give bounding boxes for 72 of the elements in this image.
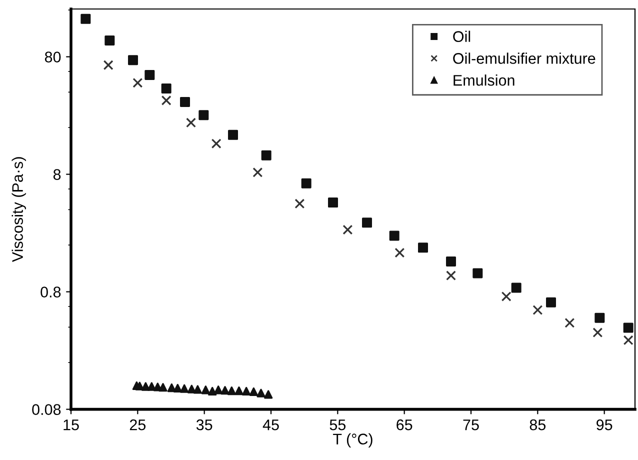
point: [161, 83, 172, 94]
point: [249, 387, 258, 396]
point: [187, 384, 196, 394]
legend-label: Oil: [453, 30, 470, 42]
point: [623, 322, 634, 333]
x-tick-label: 95: [596, 419, 612, 430]
point: [446, 256, 456, 266]
point: [546, 297, 556, 308]
point: [301, 178, 312, 188]
point: [594, 312, 605, 323]
point: [201, 386, 210, 394]
point: [446, 270, 456, 281]
point: [103, 60, 114, 70]
y-tick-label: 0.8: [40, 286, 61, 298]
point: [214, 386, 223, 394]
x-tick-label: 25: [130, 419, 146, 430]
y-tick-label: 8: [53, 169, 61, 180]
point: [389, 230, 400, 241]
point: [208, 386, 217, 396]
point: [264, 390, 273, 399]
point: [80, 14, 91, 24]
point: [362, 218, 372, 228]
point: [193, 385, 202, 394]
point: [180, 96, 190, 107]
y-axis-title: Viscosity (Pa·s): [12, 157, 26, 262]
x-tick-label: 55: [330, 420, 346, 430]
point: [161, 95, 172, 106]
point: [511, 282, 522, 293]
point: [211, 138, 222, 149]
x-tick-label: 15: [64, 420, 79, 430]
point: [532, 304, 543, 315]
y-tick-label: 80: [44, 52, 61, 62]
point: [256, 388, 266, 398]
point: [128, 55, 138, 66]
point: [472, 268, 483, 278]
point: [132, 78, 143, 88]
point: [186, 118, 196, 128]
point: [180, 384, 189, 393]
point: [564, 318, 575, 328]
legend-label: Emulsion: [454, 74, 514, 86]
point: [227, 386, 236, 396]
point: [167, 383, 176, 392]
point: [328, 198, 338, 208]
x-tick-label: 65: [396, 419, 412, 430]
point: [228, 130, 238, 140]
x-tick-label: 35: [196, 419, 212, 430]
point: [147, 382, 156, 391]
point: [220, 386, 230, 395]
point: [135, 382, 144, 390]
legend-label: Oil-emulsifier mixture: [453, 52, 596, 64]
point: [592, 328, 603, 338]
point: [418, 242, 428, 253]
point: [394, 248, 405, 258]
point: [623, 335, 634, 346]
point: [144, 70, 155, 80]
point: [173, 384, 182, 392]
point: [158, 383, 168, 392]
point: [501, 291, 512, 302]
x-tick-label: 85: [530, 419, 546, 430]
x-tick-label: 45: [262, 420, 279, 430]
point: [242, 386, 251, 396]
x-axis-title: T (°C): [333, 433, 372, 448]
point: [104, 36, 115, 46]
y-tick-label: 0.08: [32, 404, 61, 415]
point: [252, 167, 263, 178]
point: [234, 386, 244, 396]
point: [261, 150, 272, 160]
point: [342, 224, 353, 235]
x-tick-label: 75: [463, 420, 479, 430]
point: [294, 198, 305, 209]
point: [141, 382, 150, 391]
point: [198, 110, 209, 120]
